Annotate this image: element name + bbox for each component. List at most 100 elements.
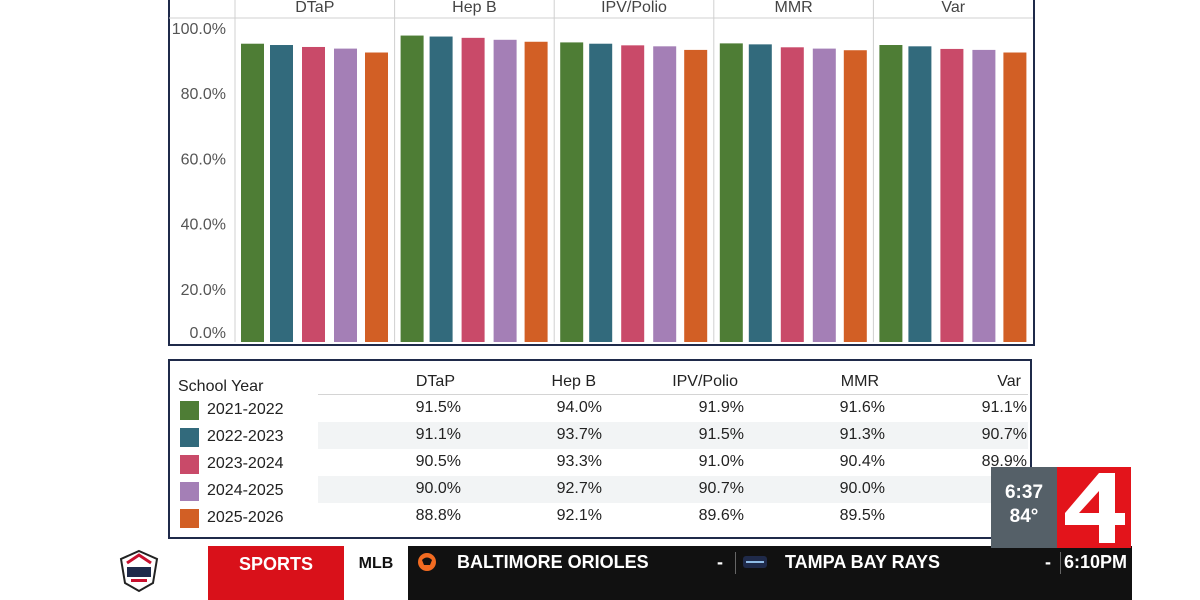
- weather-widget: 6:37 84°: [991, 467, 1057, 548]
- table-cell: 91.3%: [839, 426, 885, 443]
- team2-score: -: [1045, 552, 1051, 572]
- ticker-separator: [735, 552, 736, 574]
- y-tick-label: 80.0%: [181, 86, 226, 103]
- data-table: School Year 2021-2022 2022-2023 2023-2024 2…: [168, 359, 1032, 539]
- current-time: 6:37: [1004, 482, 1044, 503]
- category-labels: DTaP Hep B IPV/Polio MMR Var: [295, 0, 965, 16]
- table-header-cell: IPV/Polio: [672, 373, 738, 390]
- table-row: 91.5% 94.0% 91.9% 91.6% 91.1%: [318, 395, 1028, 422]
- table-cell: 90.7%: [981, 426, 1027, 443]
- table-cell: 90.7%: [698, 480, 744, 497]
- bar: [843, 50, 867, 342]
- y-tick-label: 20.0%: [181, 282, 226, 299]
- legend-item: 2021-2022: [180, 399, 284, 421]
- bar: [621, 45, 645, 343]
- table-cell: 91.5%: [415, 399, 461, 416]
- bar: [241, 43, 264, 343]
- bar-chart: 0.0% 20.0% 40.0% 60.0% 80.0% 100.0% DTaP Hep B…: [168, 0, 1035, 346]
- table-cell: 93.3%: [556, 453, 602, 470]
- bar: [908, 46, 932, 343]
- table-divider: [318, 394, 1028, 395]
- y-tick-label: 40.0%: [181, 217, 226, 234]
- table-cell: 92.1%: [556, 507, 602, 524]
- team2-name: TAMPA BAY RAYS: [785, 552, 941, 572]
- legend-title: School Year: [178, 378, 264, 395]
- table-row: 91.1% 93.7% 91.5% 91.3% 90.7%: [318, 422, 1028, 449]
- bar: [780, 47, 804, 343]
- table-row: 90.0%92.7%90.7%90.0%89: [318, 476, 1028, 503]
- bar: [365, 52, 388, 343]
- ticker-separator: [1060, 552, 1061, 574]
- orioles-logo-icon: [418, 553, 436, 571]
- legend-label: 2022-2023: [207, 428, 284, 445]
- chart-plot-frame: [168, 0, 1035, 346]
- table-cell: 91.1%: [981, 399, 1027, 416]
- y-tick-label: 0.0%: [190, 325, 226, 342]
- team1-name: BALTIMORE ORIOLES: [457, 552, 649, 572]
- game-time: 6:10PM: [1064, 552, 1128, 572]
- rays-logo-icon: [743, 556, 767, 568]
- bar: [302, 46, 325, 342]
- bar: [1003, 52, 1027, 343]
- legend-swatch: [180, 427, 199, 447]
- channel-4-icon: [1065, 473, 1125, 543]
- bar: [429, 36, 453, 343]
- station-logo: [70, 546, 208, 600]
- bar: [334, 48, 357, 342]
- table-cell: 90.5%: [415, 453, 461, 470]
- table-cell: 94.0%: [556, 399, 602, 416]
- legend-item: 2023-2024: [180, 453, 284, 475]
- table-cell: 90.0%: [839, 480, 885, 497]
- table-cell: 91.5%: [698, 426, 744, 443]
- bar: [400, 35, 424, 343]
- bar: [461, 37, 485, 342]
- table-header-cell: DTaP: [415, 373, 455, 390]
- table-cell: 91.9%: [698, 399, 744, 416]
- category-label: DTaP: [295, 0, 334, 16]
- category-label: Var: [941, 0, 965, 16]
- y-axis-ticks: 0.0% 20.0% 40.0% 60.0% 80.0% 100.0%: [172, 21, 226, 342]
- table-cell: 89.5%: [839, 507, 885, 524]
- y-tick-label: 100.0%: [172, 21, 226, 38]
- legend-label: 2024-2025: [207, 482, 284, 499]
- table-header-cell: Hep B: [551, 373, 596, 390]
- legend-swatch: [180, 508, 199, 528]
- table-cell: 88.8%: [415, 507, 461, 524]
- legend-swatch: [180, 454, 199, 474]
- ticker-league-label: MLB: [344, 546, 408, 600]
- table-row: 88.8%92.1%89.6%89.5%88: [318, 503, 1028, 530]
- table-header-cell: MMR: [840, 373, 879, 390]
- bars: [241, 35, 1027, 343]
- bar: [972, 49, 996, 343]
- table-cell: 91.0%: [698, 453, 744, 470]
- table-cell: 89.9%: [981, 453, 1027, 470]
- category-label: IPV/Polio: [601, 0, 667, 16]
- bar: [524, 41, 548, 343]
- bar: [748, 44, 772, 342]
- category-label: MMR: [774, 0, 812, 16]
- bar: [812, 48, 836, 342]
- legend-label: 2025-2026: [207, 509, 284, 526]
- legend-label: 2021-2022: [207, 401, 284, 418]
- ticker-section-label: SPORTS: [208, 546, 344, 600]
- legend-swatch: [180, 481, 199, 501]
- team1-score: -: [717, 552, 723, 572]
- current-temperature: 84°: [1009, 506, 1039, 527]
- legend-item: 2022-2023: [180, 426, 284, 448]
- table-header-cell: Var: [997, 373, 1021, 390]
- buy-stl-logo-icon: [119, 549, 159, 593]
- table-cell: 93.7%: [556, 426, 602, 443]
- bar: [560, 42, 584, 342]
- table-cell: 90.4%: [839, 453, 885, 470]
- category-label: Hep B: [452, 0, 496, 16]
- bar: [270, 45, 293, 342]
- y-tick-label: 60.0%: [181, 151, 226, 168]
- table-cell: 89.6%: [698, 507, 744, 524]
- table-row: 90.5% 93.3% 91.0% 90.4% 89.9%: [318, 449, 1028, 476]
- bar: [879, 45, 903, 342]
- bar: [684, 49, 708, 343]
- table-cell: 90.0%: [415, 480, 461, 497]
- bar: [719, 43, 743, 342]
- gridlines: [169, 0, 1033, 342]
- table-cell: 92.7%: [556, 480, 602, 497]
